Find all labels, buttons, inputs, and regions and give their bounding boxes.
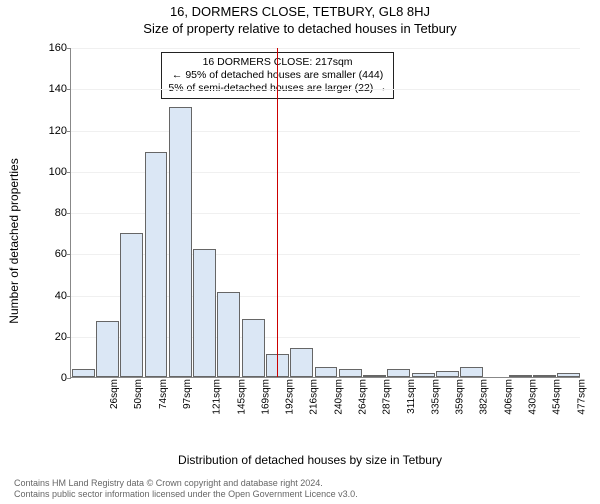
histogram-bar <box>460 367 483 377</box>
page-title: 16, DORMERS CLOSE, TETBURY, GL8 8HJ <box>0 4 600 19</box>
x-tick: 192sqm <box>285 379 296 415</box>
histogram-bar <box>363 375 386 377</box>
histogram-bar <box>557 373 580 377</box>
footer: Contains HM Land Registry data © Crown c… <box>14 478 358 500</box>
chart-container: Number of detached properties 16 DORMERS… <box>40 48 580 433</box>
y-tick: 120 <box>41 125 71 137</box>
x-tick: 26sqm <box>109 379 120 409</box>
footer-line1: Contains HM Land Registry data © Crown c… <box>14 478 358 489</box>
y-tick: 20 <box>41 331 71 343</box>
x-tick: 240sqm <box>333 379 344 415</box>
footer-line2: Contains public sector information licen… <box>14 489 358 500</box>
x-tick: 311sqm <box>405 379 416 414</box>
y-tick: 140 <box>41 83 71 95</box>
y-axis-label: Number of detached properties <box>7 158 21 323</box>
histogram-bar <box>436 371 459 377</box>
x-tick: 287sqm <box>382 379 393 415</box>
histogram-bar <box>169 107 192 377</box>
histogram-bar <box>339 369 362 377</box>
y-tick: 60 <box>41 248 71 260</box>
y-tick: 0 <box>41 372 71 384</box>
histogram-bar <box>96 321 119 377</box>
x-axis-label: Distribution of detached houses by size … <box>178 453 442 467</box>
x-tick: 169sqm <box>260 379 271 415</box>
x-tick: 382sqm <box>479 379 490 415</box>
histogram-bar <box>242 319 265 377</box>
histogram-bar <box>509 375 532 377</box>
histogram-bar <box>315 367 338 377</box>
x-tick: 477sqm <box>576 379 587 415</box>
y-tick: 80 <box>41 207 71 219</box>
reference-line <box>277 48 278 377</box>
y-tick: 100 <box>41 166 71 178</box>
x-tick: 335sqm <box>430 379 441 415</box>
histogram-bar <box>533 375 556 377</box>
x-tick: 145sqm <box>236 379 247 415</box>
x-tick: 264sqm <box>358 379 369 415</box>
y-tick: 40 <box>41 290 71 302</box>
x-tick: 50sqm <box>133 379 144 409</box>
y-tick: 160 <box>41 42 71 54</box>
x-tick: 454sqm <box>552 379 563 415</box>
x-tick: 97sqm <box>182 379 193 409</box>
page-subtitle: Size of property relative to detached ho… <box>0 21 600 36</box>
histogram-bar <box>193 249 216 377</box>
histogram-bar <box>387 369 410 377</box>
histogram-bar <box>290 348 313 377</box>
x-tick: 121sqm <box>212 379 223 415</box>
x-tick: 430sqm <box>528 379 539 415</box>
x-tick: 216sqm <box>309 379 320 415</box>
histogram-bar <box>217 292 240 377</box>
x-tick: 359sqm <box>455 379 466 415</box>
x-tick: 74sqm <box>158 379 169 409</box>
plot-area: 16 DORMERS CLOSE: 217sqm ← 95% of detach… <box>70 48 580 378</box>
histogram-bar <box>72 369 95 377</box>
histogram-bar <box>412 373 435 377</box>
histogram-bar <box>145 152 168 377</box>
x-tick: 406sqm <box>503 379 514 415</box>
histogram-bar <box>120 233 143 377</box>
